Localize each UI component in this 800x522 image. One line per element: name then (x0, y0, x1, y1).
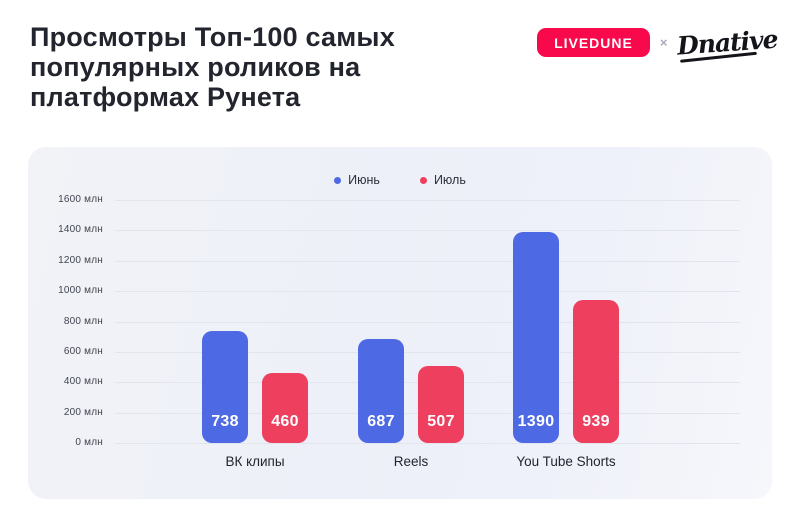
legend-label-july: Июль (433, 173, 466, 187)
bar-июль-3: 939 (573, 300, 619, 443)
logo-separator-x: × (659, 35, 668, 50)
gridline-1200 (115, 260, 740, 262)
y-axis-tick-800: 800 млн (63, 315, 103, 327)
bar-group-1: 738 460 ВК клипы (202, 200, 308, 469)
bar-value-label: 1390 (517, 413, 555, 430)
y-axis-tick-200: 200 млн (63, 406, 103, 418)
gridline-1400 (115, 230, 740, 232)
y-axis-tick-400: 400 млн (63, 376, 103, 388)
bar-июнь-2: 687 (358, 338, 404, 443)
gridline-1000 (115, 291, 740, 293)
legend-item-june[interactable]: Июнь (334, 173, 380, 187)
bar-июль-1: 460 (262, 373, 308, 443)
y-axis-tick-1600: 1600 млн (58, 194, 103, 205)
x-axis-label-1: ВК клипы (225, 454, 285, 469)
gridline-1600 (115, 200, 740, 201)
dnative-logo: Dnative (677, 24, 783, 61)
bar-value-label: 687 (367, 413, 395, 430)
bar-июль-2: 507 (418, 366, 464, 443)
bar-июнь-3: 1390 (513, 231, 559, 443)
bar-value-label: 460 (271, 413, 299, 430)
legend-item-july[interactable]: Июль (419, 173, 466, 187)
gridline-0 (115, 443, 740, 444)
y-axis-tick-1200: 1200 млн (58, 254, 103, 266)
y-axis-tick-600: 600 млн (63, 345, 103, 357)
y-axis-tick-0: 0 млн (75, 437, 103, 448)
bar-value-label: 738 (211, 413, 239, 430)
bar-июнь-1: 738 (202, 330, 248, 443)
bar-value-label: 507 (427, 413, 455, 430)
y-axis-tick-1400: 1400 млн (58, 224, 103, 236)
y-axis-tick-1000: 1000 млн (58, 285, 103, 297)
chart-legend: Июнь Июль (28, 173, 772, 187)
page-title: Просмотры Топ-100 самых популярных ролик… (30, 22, 395, 112)
bar-group-2: 687 507 Reels (358, 200, 464, 469)
legend-dot-june (334, 176, 342, 184)
chart-card: Июнь Июль 0 млн 200 млн 400 млн 600 млн 800 … (28, 147, 772, 499)
bar-value-label: 939 (582, 413, 610, 430)
header: Просмотры Топ-100 самых популярных ролик… (30, 22, 782, 112)
x-axis-label-2: Reels (393, 454, 429, 469)
logos: LIVEDUNE × Dnative (537, 25, 782, 61)
legend-dot-july (419, 176, 427, 184)
bar-group-3: 1390 939 You Tube Shorts (513, 200, 619, 469)
gridline-600 (115, 351, 740, 353)
gridline-800 (115, 321, 740, 323)
legend-label-june: Июнь (348, 173, 380, 187)
bar-chart-plot: 0 млн 200 млн 400 млн 600 млн 800 млн 1000 мл… (58, 194, 740, 469)
livedune-logo-badge[interactable]: LIVEDUNE (537, 28, 650, 57)
x-axis-label-3: You Tube Shorts (516, 454, 616, 469)
